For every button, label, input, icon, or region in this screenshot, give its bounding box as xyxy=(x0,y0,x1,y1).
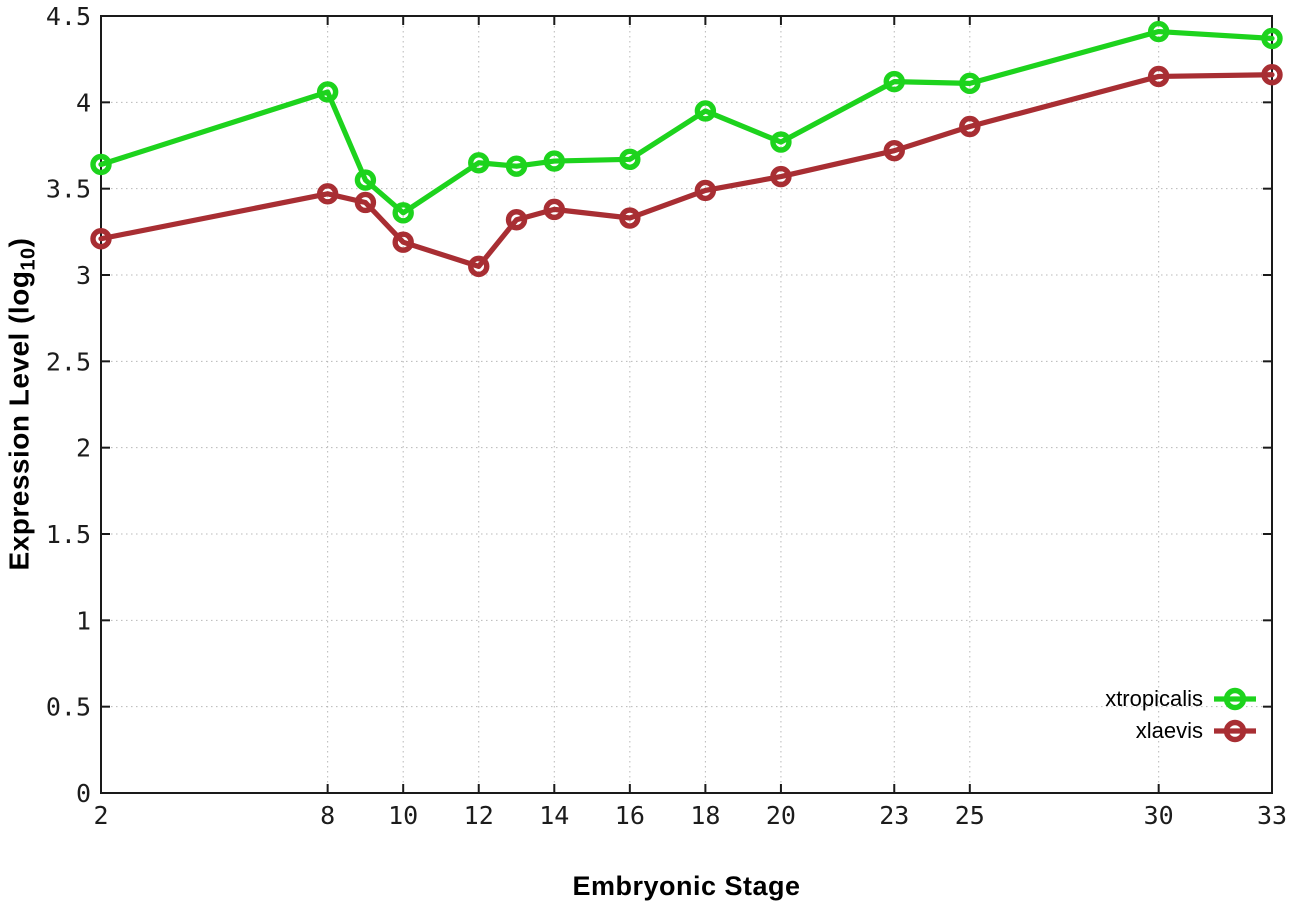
y-tick-label: 2.5 xyxy=(46,347,91,376)
plot-border xyxy=(100,15,1273,794)
x-tick-label: 30 xyxy=(1144,801,1174,830)
legend-entry-xtropicalis: xtropicalis xyxy=(1105,683,1258,715)
x-tick-label: 20 xyxy=(766,801,796,830)
x-tick-label: 18 xyxy=(690,801,720,830)
data-point-xlaevis-stage-13 xyxy=(505,209,528,231)
y-axis-title-close: ) xyxy=(3,237,35,248)
y-tick-label: 0.5 xyxy=(46,693,91,722)
x-tick-label: 16 xyxy=(615,801,645,830)
data-point-xtropicalis-stage-12 xyxy=(468,152,490,174)
y-axis-title: Expression Level (log10) xyxy=(4,238,41,571)
data-point-xtropicalis-stage-9 xyxy=(354,169,377,191)
data-point-xlaevis-stage-33 xyxy=(1261,64,1283,86)
data-point-xlaevis-stage-18 xyxy=(694,179,717,202)
data-point-xlaevis-stage-20 xyxy=(770,165,792,188)
y-tick-label: 4 xyxy=(76,88,91,117)
data-point-xlaevis-stage-8 xyxy=(316,183,339,205)
data-point-xlaevis-stage-25 xyxy=(959,115,981,138)
y-axis-title-subscript: 10 xyxy=(17,247,40,271)
series-line-xlaevis xyxy=(98,72,1275,269)
data-point-xtropicalis-stage-16 xyxy=(619,148,641,171)
legend-label-xlaevis: xlaevis xyxy=(1135,718,1203,743)
x-tick-label: 2 xyxy=(93,801,108,830)
data-point-xlaevis-stage-16 xyxy=(619,207,641,229)
x-tick-label: 14 xyxy=(539,801,569,830)
y-tick-label: 1 xyxy=(76,606,91,635)
legend-entry-xlaevis: xlaevis xyxy=(1105,715,1258,747)
legend-marker-xtropicalis-icon xyxy=(1214,687,1256,711)
x-tick-label: 25 xyxy=(955,801,985,830)
y-tick-label: 3 xyxy=(76,261,91,290)
x-tick-label: 12 xyxy=(464,801,494,830)
data-point-xtropicalis-stage-30 xyxy=(1147,20,1170,43)
y-tick-label: 4.5 xyxy=(46,2,91,31)
y-axis-title-main: Expression Level (log xyxy=(3,270,35,571)
data-point-xtropicalis-stage-18 xyxy=(694,100,717,122)
data-point-xlaevis-stage-14 xyxy=(543,198,565,221)
data-point-xlaevis-stage-10 xyxy=(392,231,414,253)
data-point-xtropicalis-stage-2 xyxy=(90,153,112,176)
y-tick-label: 0 xyxy=(76,779,91,808)
legend: xtropicalis xlaevis xyxy=(1105,683,1258,747)
legend-marker-xlaevis-icon xyxy=(1214,719,1256,743)
x-axis-title: Embryonic Stage xyxy=(572,871,801,901)
legend-label-xtropicalis: xtropicalis xyxy=(1105,686,1203,711)
data-point-xtropicalis-stage-23 xyxy=(883,70,905,93)
x-tick-label: 23 xyxy=(879,801,909,830)
data-point-xtropicalis-stage-33 xyxy=(1261,27,1283,50)
x-tick-label: 33 xyxy=(1257,801,1287,830)
data-point-xtropicalis-stage-8 xyxy=(316,81,339,103)
x-tick-label: 8 xyxy=(320,801,335,830)
data-point-xtropicalis-stage-25 xyxy=(959,72,981,95)
data-point-xlaevis-stage-2 xyxy=(90,228,112,250)
data-point-xlaevis-stage-30 xyxy=(1147,65,1170,88)
data-point-xlaevis-stage-23 xyxy=(883,139,905,162)
y-tick-label: 2 xyxy=(76,434,91,463)
y-tick-label: 3.5 xyxy=(46,175,91,204)
series-line-xtropicalis xyxy=(98,28,1275,216)
data-point-xlaevis-stage-12 xyxy=(468,255,490,278)
data-point-xtropicalis-stage-14 xyxy=(543,150,565,172)
data-point-xtropicalis-stage-20 xyxy=(770,131,792,153)
data-point-xtropicalis-stage-13 xyxy=(505,155,528,177)
data-point-xtropicalis-stage-10 xyxy=(392,202,414,224)
y-tick-label: 1.5 xyxy=(46,520,91,549)
x-tick-label: 10 xyxy=(388,801,418,830)
data-point-xlaevis-stage-9 xyxy=(354,191,377,214)
